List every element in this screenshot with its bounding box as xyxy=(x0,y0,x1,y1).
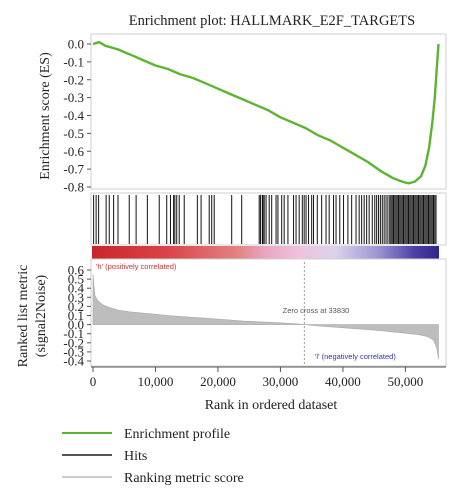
rank-y-tick-label: 0.1 xyxy=(68,308,84,323)
zero-cross-annotation: Zero cross at 33830 xyxy=(283,306,350,315)
legend-label-hits: Hits xyxy=(124,449,147,464)
rank-y-tick-label: 0.0 xyxy=(68,317,84,332)
enrichment-profile-line xyxy=(92,41,440,185)
rank-y-axis-label-line2: (signal2Noise) xyxy=(34,274,49,357)
es-y-tick-label: 0.0 xyxy=(68,37,84,52)
es-y-tick-label: -0.2 xyxy=(63,72,84,87)
es-y-tick-label: -0.1 xyxy=(63,54,84,69)
x-tick-label: 50,000 xyxy=(388,374,424,389)
x-tick-label: 30,000 xyxy=(263,374,299,389)
rank-y-tick-label: -0.2 xyxy=(63,335,84,350)
ranking-metric-area xyxy=(92,274,439,360)
x-tick-label: 10,000 xyxy=(138,374,174,389)
negative-correlated-annotation: 'l' (negatively correlated) xyxy=(315,352,396,361)
es-series-group xyxy=(92,41,440,185)
es-y-tick-label: -0.4 xyxy=(63,108,84,123)
rank-y-tick-label: 0.3 xyxy=(68,290,84,305)
es-y-axis: 0.0 -0.1 -0.2 -0.3 -0.4 -0.5 -0.6 -0.7 -0.8 xyxy=(63,37,91,195)
es-y-axis-label: Enrichment score (ES) xyxy=(38,52,53,180)
rank-y-axis: 0.60.50.40.30.20.10.0-0.1-0.2-0.3-0.4 xyxy=(63,263,91,369)
es-y-tick-label: -0.8 xyxy=(63,180,84,195)
rank-y-tick-label: 0.5 xyxy=(68,272,84,287)
legend-label-ranking-metric-score: Ranking metric score xyxy=(124,471,244,486)
x-tick-label: 20,000 xyxy=(200,374,236,389)
positive-correlated-annotation: 'h' (positively correlated) xyxy=(96,262,177,271)
es-y-tick-label: -0.6 xyxy=(63,144,84,159)
rank-y-tick-label: 0.2 xyxy=(68,299,84,314)
x-tick-label: 0 xyxy=(90,374,97,389)
rank-y-tick-label: -0.4 xyxy=(63,354,84,369)
ranked-heat-bar xyxy=(92,246,439,259)
ranked-panel-frame xyxy=(90,258,447,367)
rank-y-tick-label: 0.6 xyxy=(68,263,85,278)
legend-label-enrichment-profile: Enrichment profile xyxy=(124,427,230,442)
hits-panel-frame xyxy=(90,192,447,246)
x-axis-label: Rank in ordered dataset xyxy=(205,398,338,413)
x-tick-label: 40,000 xyxy=(325,374,361,389)
rank-y-tick-label: -0.1 xyxy=(63,326,84,341)
es-y-tick-label: -0.3 xyxy=(63,90,84,105)
es-y-tick-label: -0.5 xyxy=(63,126,84,141)
es-panel-frame xyxy=(90,33,447,190)
chart-title: Enrichment plot: HALLMARK_E2F_TARGETS xyxy=(129,13,415,29)
es-y-tick-label: -0.7 xyxy=(63,162,84,177)
ranking-metric-series-group xyxy=(92,274,439,360)
x-axis: 0 10,000 20,000 30,000 40,000 50,000 xyxy=(90,366,446,389)
rank-y-tick-label: -0.3 xyxy=(63,344,84,359)
rank-y-tick-label: 0.4 xyxy=(68,281,85,296)
hits-series-group xyxy=(93,195,437,244)
legend: Enrichment profile Hits Ranking metric s… xyxy=(62,427,244,486)
rank-y-axis-label-line1: Ranked list metric xyxy=(16,265,31,368)
